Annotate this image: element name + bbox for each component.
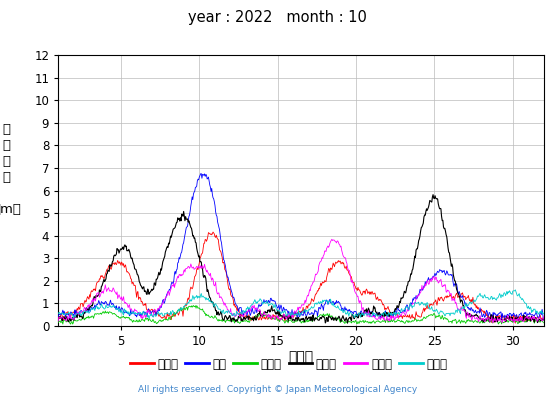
石廀崎 xyxy=(55,320,62,325)
石廀崎 xyxy=(124,315,130,320)
石廀崎 xyxy=(190,303,197,308)
唐桑 xyxy=(540,317,547,322)
生月島 xyxy=(415,293,422,298)
上ノ国 xyxy=(123,266,129,271)
生月島 xyxy=(55,319,62,324)
経ヶ尌 xyxy=(344,321,351,325)
上ノ国 xyxy=(540,316,547,320)
屋久島 xyxy=(415,300,422,305)
唐桑 xyxy=(57,311,64,316)
Text: 有
義
波
高

（m）: 有 義 波 高 （m） xyxy=(0,123,21,216)
唐桑 xyxy=(281,307,287,311)
上ノ国 xyxy=(263,316,269,320)
Line: 屋久島: 屋久島 xyxy=(58,290,543,318)
上ノ国 xyxy=(403,314,410,319)
石廀崎 xyxy=(263,313,270,318)
Line: 唐桑: 唐桑 xyxy=(58,174,543,320)
唐桑 xyxy=(263,299,269,303)
石廀崎 xyxy=(57,318,64,323)
Text: All rights reserved. Copyright © Japan Meteorological Agency: All rights reserved. Copyright © Japan M… xyxy=(138,385,417,394)
石廀崎 xyxy=(416,318,423,323)
Line: 石廀崎: 石廀崎 xyxy=(58,306,543,324)
屋久島 xyxy=(123,308,129,313)
生月島 xyxy=(540,314,547,319)
経ヶ尌 xyxy=(430,192,436,197)
石廀崎 xyxy=(67,322,74,327)
上ノ国 xyxy=(281,316,287,321)
唐桑 xyxy=(403,303,410,307)
屋久島 xyxy=(57,312,64,316)
Legend: 上ノ国, 唐桑, 石廀崎, 経ヶ尌, 生月島, 屋久島: 上ノ国, 唐桑, 石廀崎, 経ヶ尌, 生月島, 屋久島 xyxy=(125,353,452,375)
経ヶ尌 xyxy=(280,312,287,316)
石廀崎 xyxy=(281,321,288,325)
Line: 上ノ国: 上ノ国 xyxy=(58,232,543,323)
屋久島 xyxy=(263,301,269,306)
生月島 xyxy=(262,312,269,317)
上ノ国 xyxy=(57,316,64,320)
生月島 xyxy=(329,237,335,242)
唐桑 xyxy=(198,171,205,176)
屋久島 xyxy=(540,311,547,316)
生月島 xyxy=(123,301,129,306)
上ノ国 xyxy=(512,321,519,325)
屋久島 xyxy=(55,311,62,316)
経ヶ尌 xyxy=(262,309,269,314)
唐桑 xyxy=(55,314,62,319)
屋久島 xyxy=(512,288,519,292)
屋久島 xyxy=(146,316,153,321)
X-axis label: （日）: （日） xyxy=(289,351,314,365)
経ヶ尌 xyxy=(123,244,129,248)
唐桑 xyxy=(415,292,422,297)
経ヶ尌 xyxy=(57,316,64,320)
上ノ国 xyxy=(210,229,216,234)
生月島 xyxy=(403,309,410,314)
上ノ国 xyxy=(55,315,62,320)
経ヶ尌 xyxy=(540,318,547,322)
屋久島 xyxy=(281,310,287,314)
Line: 経ヶ尌: 経ヶ尌 xyxy=(58,195,543,323)
生月島 xyxy=(280,312,287,317)
石廀崎 xyxy=(404,320,411,324)
Text: year : 2022   month : 10: year : 2022 month : 10 xyxy=(188,10,367,25)
経ヶ尌 xyxy=(415,238,422,243)
生月島 xyxy=(490,321,497,325)
経ヶ尌 xyxy=(55,316,62,321)
上ノ国 xyxy=(415,314,422,318)
屋久島 xyxy=(403,305,410,310)
Line: 生月島: 生月島 xyxy=(58,239,543,323)
生月島 xyxy=(57,316,64,320)
経ヶ尌 xyxy=(403,284,410,288)
石廀崎 xyxy=(540,320,547,325)
唐桑 xyxy=(123,310,129,315)
